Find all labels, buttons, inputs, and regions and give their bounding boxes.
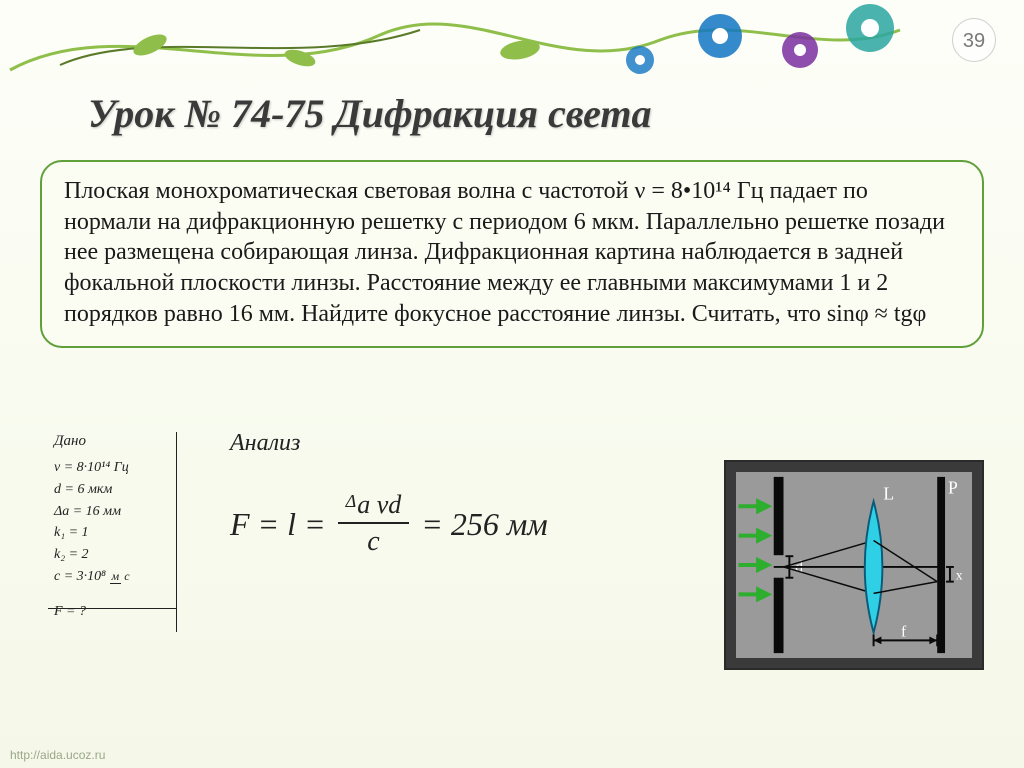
slide: 39 Урок № 74-75 Дифракция света Плоская … (0, 0, 1024, 768)
given-line-c: c = 3·10⁸ м с (54, 566, 130, 588)
given-c-den: с (124, 569, 129, 583)
header-ornament (0, 0, 1024, 90)
formula-num: a νd (357, 490, 401, 519)
diagram-label-l: L (883, 483, 894, 503)
optics-diagram: d L P x (724, 460, 984, 670)
formula-delta: Δ (346, 491, 357, 511)
formula-rhs: = 256 мм (421, 506, 547, 543)
given-line: Δa = 16 мм (54, 501, 130, 523)
given-vline (176, 432, 177, 632)
formula-den: c (367, 524, 379, 558)
given-line: k₁ = 1 (54, 522, 130, 544)
problem-statement: Плоская монохроматическая световая волна… (40, 160, 984, 348)
page-number: 39 (952, 18, 996, 62)
given-separator (48, 608, 176, 609)
diagram-label-f: f (901, 623, 907, 640)
given-c-prefix: c = 3·10⁸ (54, 569, 106, 584)
analysis-label: Анализ (230, 430, 300, 457)
given-line: ν = 8·10¹⁴ Гц (54, 457, 130, 479)
diagram-label-p: P (948, 478, 958, 498)
formula: F = l = Δa νd c = 256 мм (230, 490, 548, 558)
given-block: Дано ν = 8·10¹⁴ Гц d = 6 мкм Δa = 16 мм … (54, 430, 130, 623)
given-line: d = 6 мкм (54, 479, 130, 501)
given-line: k₂ = 2 (54, 544, 130, 566)
given-header: Дано (54, 430, 130, 453)
formula-lhs: F = l = (230, 506, 326, 543)
lesson-title: Урок № 74-75 Дифракция света (88, 90, 651, 137)
given-c-num: м (110, 569, 122, 584)
given-find: F = ? (54, 601, 130, 623)
diagram-label-x: x (956, 568, 963, 583)
footer-url: http://aida.ucoz.ru (10, 748, 105, 762)
